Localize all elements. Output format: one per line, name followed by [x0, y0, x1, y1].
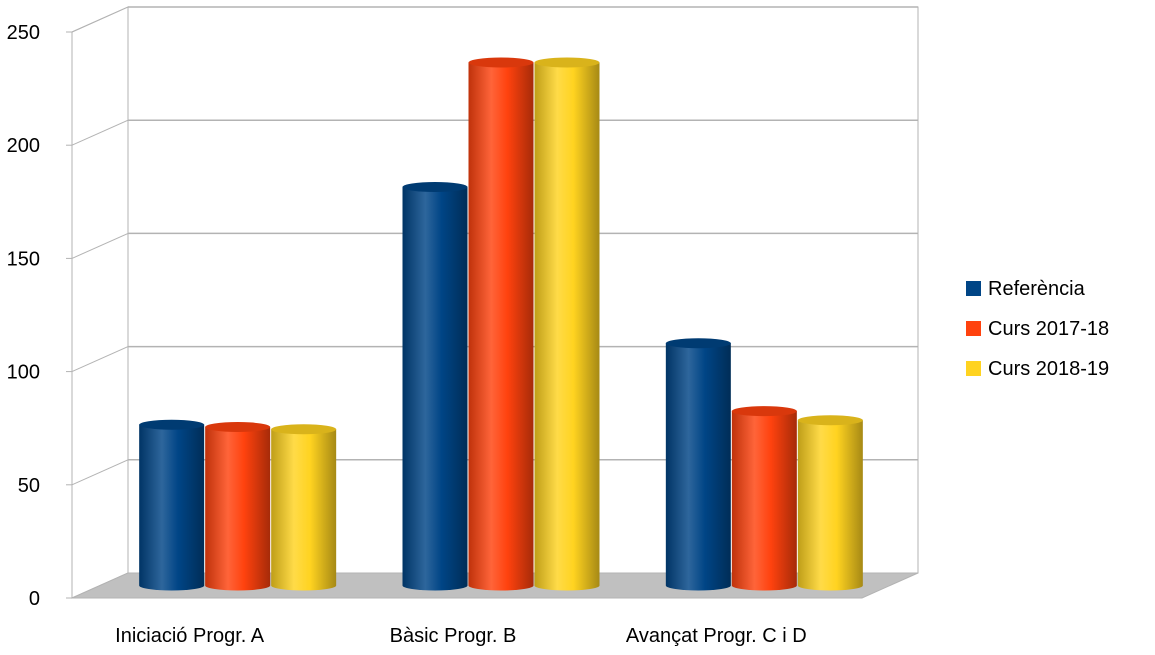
- y-axis-ticks: 0 50 100 150 200 250: [7, 22, 72, 610]
- legend-swatch: [966, 361, 981, 376]
- y-tick-label: 150: [7, 248, 40, 270]
- bar: [402, 182, 468, 591]
- bar-top: [731, 406, 797, 417]
- y-tick-label: 250: [7, 22, 40, 44]
- bar: [534, 57, 600, 591]
- x-tick-label: Iniciació Progr. A: [115, 625, 265, 647]
- bar-body: [468, 62, 534, 591]
- legend-label: Curs 2017-18: [988, 318, 1109, 340]
- y-tick-label: 50: [18, 475, 40, 497]
- grid-line-side: [71, 119, 129, 146]
- bar-top: [205, 422, 271, 433]
- bar-body: [797, 420, 863, 591]
- grid-line-side: [71, 346, 129, 373]
- bar-top: [271, 424, 337, 435]
- bar-top: [797, 415, 863, 426]
- bar: [731, 406, 797, 591]
- bar: [468, 57, 534, 591]
- legend-label: Referència: [988, 278, 1086, 300]
- legend-swatch: [966, 321, 981, 336]
- y-tick-label: 0: [29, 588, 40, 610]
- grid-line-side: [71, 459, 129, 486]
- grid-line-side: [71, 232, 129, 259]
- left-wall: [71, 6, 129, 599]
- bar-top: [139, 419, 205, 430]
- bar: [139, 419, 205, 591]
- legend-swatch: [966, 281, 981, 296]
- grid-line-side: [71, 6, 129, 33]
- bar-top: [402, 182, 468, 193]
- bar-top: [468, 57, 534, 68]
- bar-top: [534, 57, 600, 68]
- legend-label: Curs 2018-19: [988, 358, 1109, 380]
- y-tick-label: 100: [7, 362, 40, 384]
- bar-body: [139, 424, 205, 591]
- bar-body: [534, 62, 600, 591]
- x-axis-ticks: Iniciació Progr. A Bàsic Progr. B Avançat …: [115, 625, 807, 647]
- legend: Referència Curs 2017-18 Curs 2018-19: [966, 278, 1109, 380]
- x-tick-label: Avançat Progr. C i D: [626, 625, 807, 647]
- bar-top: [665, 338, 731, 349]
- bars: [139, 57, 863, 591]
- bar-body: [271, 429, 337, 591]
- x-tick-label: Bàsic Progr. B: [390, 625, 517, 647]
- y-tick-label: 200: [7, 135, 40, 157]
- bar: [797, 415, 863, 591]
- bar: [665, 338, 731, 591]
- bar-body: [205, 427, 271, 591]
- bar: [205, 422, 271, 591]
- bar: [271, 424, 337, 591]
- bar-body: [665, 343, 731, 591]
- bar-body: [731, 411, 797, 591]
- bar-body: [402, 187, 468, 591]
